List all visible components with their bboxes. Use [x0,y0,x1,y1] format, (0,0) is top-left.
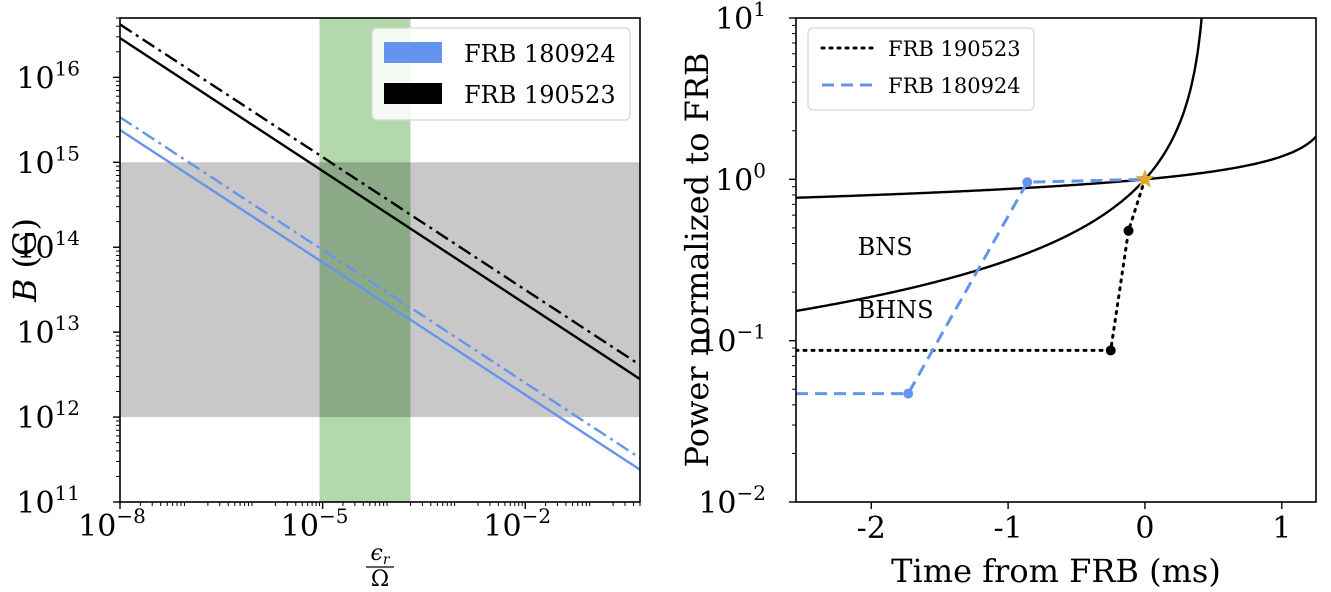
annotation-bns: BNS [858,233,913,261]
y-tick-label: 1011 [16,481,80,521]
y-tick-label: 10−1 [698,320,766,360]
y-tick-label: 1014 [16,226,80,266]
y-tick-label: 1015 [16,141,80,181]
right-series-group [796,169,1155,399]
data-point-frb-190523 [1105,345,1116,356]
svg-text:ϵr: ϵr [370,541,390,568]
right-y-axis-label: Power normalized to FRB [678,53,716,468]
x-tick-label: 0 [1135,511,1154,546]
model-curve-bhns [796,18,1203,313]
y-tick-label: 10−2 [698,481,766,521]
left-y-ticks: 1011 1012 1013 1014 1015 1016 [16,17,120,521]
model-curve-bns [796,135,1316,199]
right-model-curves [796,18,1316,313]
legend-label-frb-180924: FRB 180924 [464,40,616,68]
left-x-ticks: 10−8 10−5 10−2 [78,502,641,544]
x-tick-label: -1 [993,511,1022,546]
svg-text:B(G): B (G) [6,218,44,303]
series-line-frb-190523-dashdot [120,23,640,367]
data-point-frb-190523 [1123,225,1134,236]
frb-star-marker [1135,169,1155,188]
legend-swatch-frb-190523 [384,83,442,104]
left-legend: FRB 180924 FRB 190523 [371,27,631,121]
right-y-ticks: 10−2 10−1 100 101 [698,0,796,521]
y-tick-label: 101 [715,0,766,37]
y-tick-label: 1012 [16,396,80,436]
y-tick-label: 100 [715,158,766,198]
right-x-ticks: -2 -1 0 1 [857,502,1291,546]
left-y-axis-label: B (G) [6,218,44,303]
series-line-frb-190523-solid [120,37,640,381]
x-tick-label: 1 [1272,511,1291,546]
x-label-numerator: ϵ [370,541,382,566]
left-x-axis-label: ϵr Ω [366,541,394,592]
legend-label-frb-180924-right: FRB 180924 [888,74,1021,98]
x-tick-label: 10−2 [483,504,551,544]
series-line-frb-180924 [796,177,1145,396]
series-line-frb-180924-dashdot [120,116,640,460]
data-point-frb-180924 [1022,177,1033,188]
series-line-frb-190523 [796,177,1147,352]
right-plot-frame [795,17,1317,503]
left-series-group [120,23,640,471]
legend-swatch-frb-180924 [384,42,442,63]
right-legend: FRB 190523 FRB 180924 [807,27,1035,111]
annotation-bhns: BHNS [858,296,934,324]
left-chart: 10−8 10−5 10−2 1011 1012 1013 1014 1015 1016 FR… [6,17,641,592]
legend-label-frb-190523: FRB 190523 [464,81,616,109]
x-tick-label: 10−5 [281,504,349,544]
y-tick-label: 1013 [16,311,80,351]
x-label-denominator: Ω [371,567,389,592]
right-annotations: BNS BHNS [858,233,934,324]
data-point-frb-180924 [903,388,914,399]
x-tick-label: -2 [857,511,886,546]
y-label-unit: (G) [6,218,44,269]
x-label-numerator-sub: r [383,552,391,568]
right-x-axis-label: Time from FRB (ms) [891,552,1221,590]
right-chart: BNS BHNS -2 -1 0 1 10−2 10−1 100 101 FRB 190523… [678,0,1317,590]
x-tick-label: 10−8 [78,504,146,544]
y-label-var: B [6,279,44,304]
y-tick-label: 1016 [16,56,80,96]
series-line-frb-180924-solid [120,128,640,471]
legend-label-frb-190523-right: FRB 190523 [888,37,1021,61]
